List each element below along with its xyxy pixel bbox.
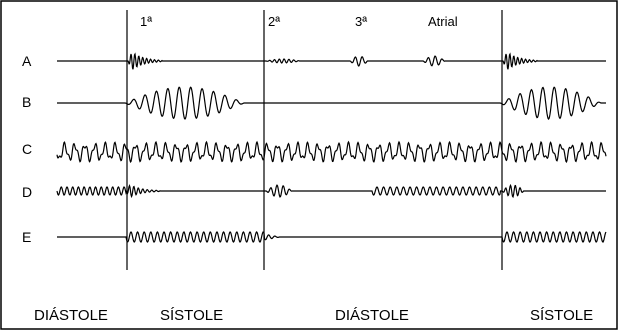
trace-row-d xyxy=(56,183,606,199)
phase-label-diastole-1: DIÁSTOLE xyxy=(34,307,108,324)
row-label-d: D xyxy=(22,184,32,200)
label-first-sound: 1ª xyxy=(140,14,152,29)
label-atrial-sound: Atrial xyxy=(428,14,458,29)
trace-row-e xyxy=(57,231,607,243)
phase-label-systole-2: SÍSTOLE xyxy=(530,307,593,324)
label-second-sound: 2ª xyxy=(268,14,280,29)
phase-label-systole-1: SÍSTOLE xyxy=(160,307,223,324)
row-label-e: E xyxy=(22,229,31,245)
phase-label-diastole-2: DIÁSTOLE xyxy=(335,307,409,324)
trace-row-c xyxy=(56,140,607,164)
trace-row-a xyxy=(57,52,606,70)
row-label-b: B xyxy=(22,94,31,110)
row-label-a: A xyxy=(22,53,32,69)
label-third-sound: 3ª xyxy=(355,14,367,29)
trace-row-b xyxy=(57,86,606,120)
row-label-c: C xyxy=(22,141,32,157)
